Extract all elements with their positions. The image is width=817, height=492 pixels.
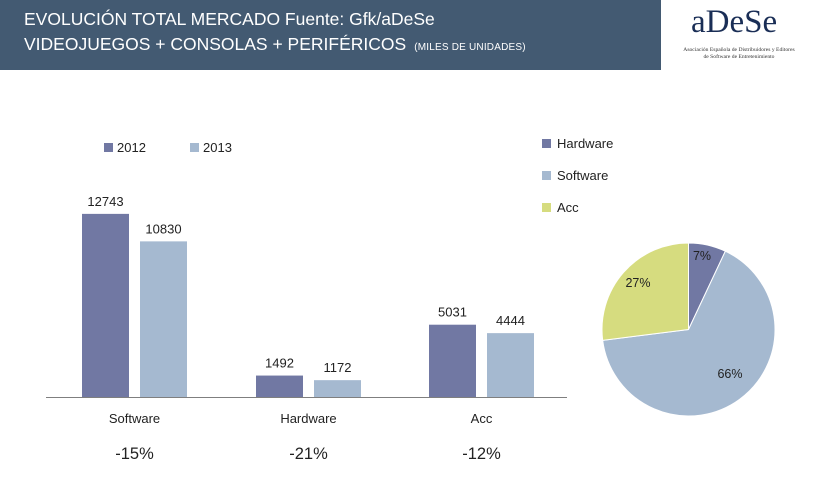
pie-legend-label-software: Software [557, 168, 608, 183]
legend-swatch-2013 [190, 143, 199, 152]
bar-acc-2013 [487, 333, 534, 397]
category-label-hardware: Hardware [280, 411, 336, 426]
adese-logo: aDeSe Asociación Española de Distribuido… [661, 0, 817, 70]
pie-legend-swatch-acc [542, 203, 551, 212]
data-label-acc-2012: 5031 [438, 305, 467, 320]
legend-label-2013: 2013 [203, 140, 232, 155]
data-label-software-2013: 10830 [145, 221, 181, 236]
bar-software-2012 [82, 213, 129, 397]
bar-acc-2012 [429, 324, 476, 397]
logo-wordmark: aDeSe [691, 4, 778, 40]
data-label-hardware-2013: 1172 [324, 360, 352, 375]
pie-label-software: 66% [717, 367, 742, 381]
header-title: EVOLUCIÓN TOTAL MERCADO Fuente: Gfk/aDeS… [24, 9, 435, 29]
legend-label-2012: 2012 [117, 140, 146, 155]
category-label-acc: Acc [471, 411, 493, 426]
pie-label-acc: 27% [625, 276, 650, 290]
pie-label-hardware: 7% [693, 249, 711, 263]
data-label-hardware-2012: 1492 [265, 356, 294, 371]
header-subtitle-main: VIDEOJUEGOS + CONSOLAS + PERIFÉRICOS [24, 34, 407, 54]
variation-software: -15% [115, 445, 154, 463]
data-label-acc-2013: 4444 [496, 313, 525, 328]
pie-legend-label-hardware: Hardware [557, 136, 613, 151]
bar-hardware-2013 [314, 380, 361, 397]
pie-legend-swatch-hardware [542, 139, 551, 148]
pie-slice-acc [601, 242, 689, 341]
logo-tagline: Asociación Española de Distribuidores y … [665, 47, 813, 60]
bar-hardware-2012 [256, 375, 303, 397]
category-label-software: Software [109, 411, 160, 426]
bar-software-2013 [140, 241, 187, 397]
legend-swatch-2012 [104, 143, 113, 152]
pie-legend-swatch-software [542, 171, 551, 180]
pie-legend-label-acc: Acc [557, 200, 579, 215]
logo-tagline-line-2: de Software de Entretenimiento [703, 53, 775, 60]
header-subtitle: VIDEOJUEGOS + CONSOLAS + PERIFÉRICOS (MIL… [24, 34, 526, 55]
variation-acc: -12% [462, 445, 501, 463]
logo-tagline-line-1: Asociación Española de Distribuidores y … [683, 47, 795, 53]
data-label-software-2012: 12743 [87, 194, 123, 209]
header-banner: EVOLUCIÓN TOTAL MERCADO Fuente: Gfk/aDeS… [0, 0, 661, 70]
header-units-note: (MILES DE UNIDADES) [414, 42, 526, 53]
pie-slice-software [602, 250, 776, 417]
variation-hardware: -21% [289, 445, 328, 463]
